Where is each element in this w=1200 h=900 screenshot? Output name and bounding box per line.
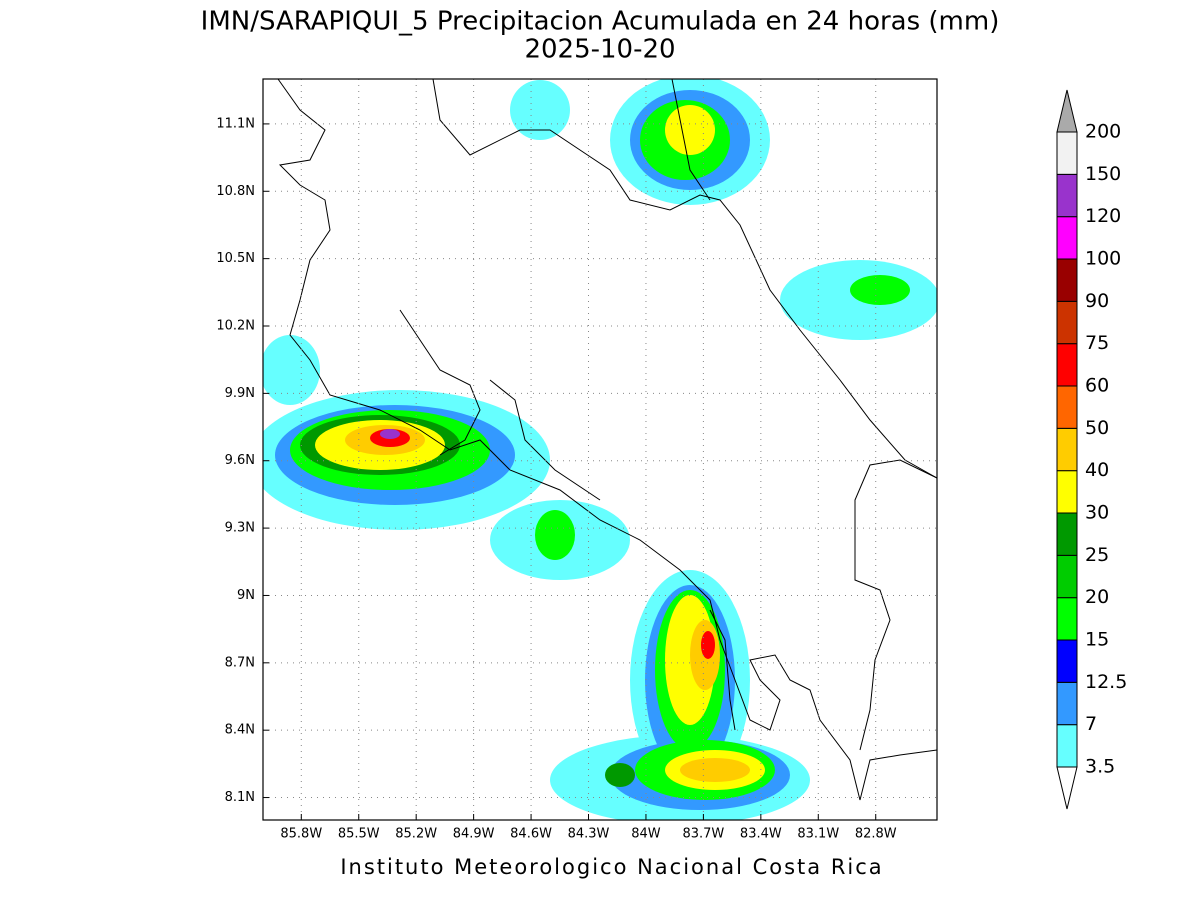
lon-tick-label: 84.9W — [453, 827, 495, 842]
colorbar-box — [1056, 470, 1078, 514]
colorbar-box — [1056, 300, 1078, 345]
footer: Instituto Meteorologico Nacional Costa R… — [340, 855, 883, 879]
colorbar-label: 7 — [1085, 713, 1097, 735]
lat-tick-label: 8.1N — [225, 790, 255, 805]
colorbar-box — [1056, 639, 1078, 683]
lat-tick-label: 9N — [237, 588, 255, 603]
lon-tick-label: 82.8W — [855, 827, 897, 842]
colorbar-under — [1056, 766, 1078, 810]
lon-tick-label: 83.4W — [740, 827, 782, 842]
colorbar-label: 25 — [1085, 544, 1109, 566]
colorbar-label: 40 — [1085, 459, 1109, 481]
lon-tick-label: 85.2W — [395, 827, 437, 842]
lat-tick-label: 9.3N — [225, 521, 255, 536]
lat-tick-label: 8.4N — [225, 723, 255, 738]
colorbar-box — [1056, 512, 1078, 556]
map-frame — [262, 78, 938, 821]
colorbar-label: 75 — [1085, 332, 1109, 354]
colorbar-box — [1056, 216, 1078, 260]
colorbar-label: 90 — [1085, 290, 1109, 312]
lon-tick-label: 84W — [631, 827, 661, 842]
colorbar-box — [1056, 385, 1078, 429]
colorbar-label: 150 — [1085, 163, 1121, 185]
colorbar-box — [1056, 343, 1078, 387]
colorbar-over — [1056, 89, 1078, 133]
colorbar-box — [1056, 597, 1078, 641]
lat-tick-label: 9.6N — [225, 453, 255, 468]
title: IMN/SARAPIQUI_5 Precipitacion Acumulada … — [201, 7, 1000, 37]
colorbar-label: 200 — [1085, 121, 1121, 143]
colorbar-label: 30 — [1085, 502, 1109, 524]
date: 2025-10-20 — [524, 35, 675, 65]
colorbar-label: 50 — [1085, 417, 1109, 439]
lat-tick-label: 10.5N — [216, 251, 255, 266]
coastline — [277, 78, 938, 801]
lon-tick-label: 83.1W — [797, 827, 839, 842]
colorbar-box — [1056, 173, 1078, 218]
colorbar-label: 12.5 — [1085, 671, 1127, 693]
colorbar-label: 15 — [1085, 629, 1109, 651]
colorbar-label: 3.5 — [1085, 756, 1115, 778]
colorbar-label: 60 — [1085, 375, 1109, 397]
colorbar-box — [1056, 554, 1078, 599]
colorbar-box — [1056, 681, 1078, 726]
colorbar: 3.5 7 12.5 15 20 25 30 40 50 60 75 90 100 120 150 200 — [1056, 89, 1127, 810]
lon-tick-label: 85.8W — [280, 827, 322, 842]
lon-tick-label: 84.3W — [568, 827, 610, 842]
lon-tick-label: 85.5W — [338, 827, 380, 842]
colorbar-box — [1056, 427, 1078, 472]
colorbar-label: 20 — [1085, 586, 1109, 608]
lon-tick-label: 84.6W — [510, 827, 552, 842]
lat-tick-label: 9.9N — [225, 386, 255, 401]
grid: 85.8W 85.5W 85.2W 84.9W 84.6W 84.3W 84W 83.7W 83… — [216, 79, 937, 842]
colorbar-box — [1056, 258, 1078, 302]
lon-tick-label: 83.7W — [682, 827, 724, 842]
lat-tick-label: 10.8N — [216, 184, 255, 199]
lat-tick-label: 10.2N — [216, 319, 255, 334]
colorbar-box — [1056, 131, 1078, 175]
colorbar-box — [1056, 724, 1078, 768]
colorbar-label: 120 — [1085, 205, 1121, 227]
lat-tick-label: 11.1N — [216, 116, 255, 131]
precip-field — [263, 79, 937, 820]
lat-tick-label: 8.7N — [225, 655, 255, 670]
colorbar-label: 100 — [1085, 248, 1121, 270]
